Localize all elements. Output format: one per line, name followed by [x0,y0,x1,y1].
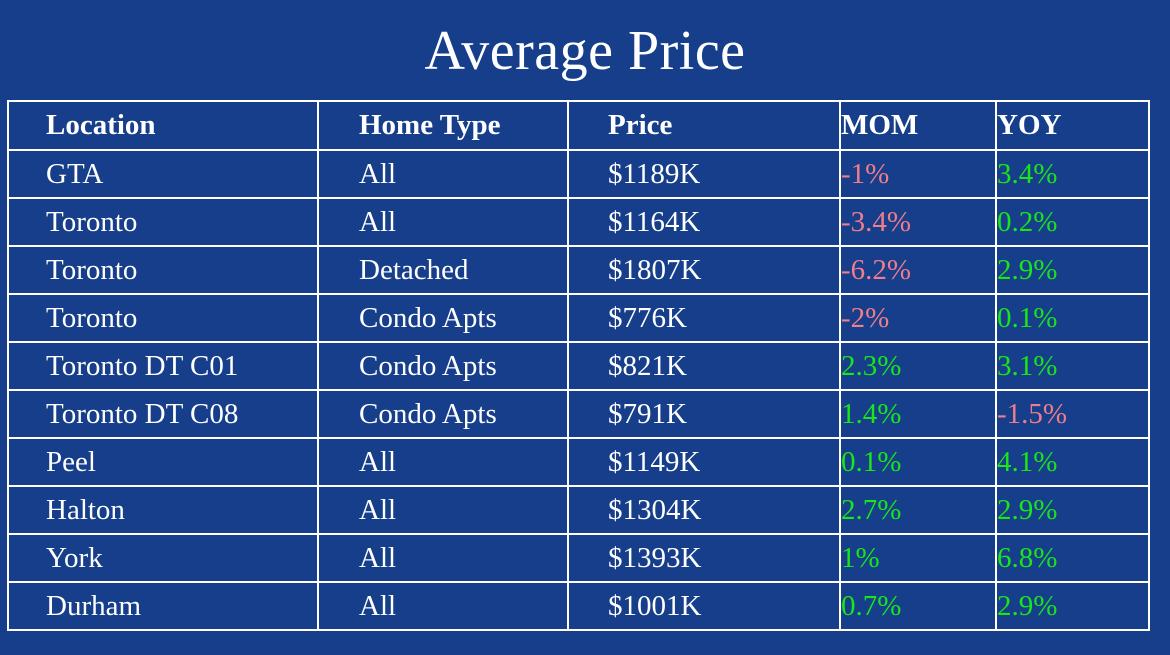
cell-home-type: All [317,437,569,487]
cell-mom: 1.4% [839,389,997,439]
cell-yoy: -1.5% [995,389,1150,439]
cell-location: GTA [7,149,319,199]
table-row: Toronto Condo Apts $776K -2% 0.1% [7,293,1150,343]
cell-home-type: Condo Apts [317,389,569,439]
cell-price: $1149K [567,437,841,487]
cell-home-type: All [317,149,569,199]
cell-price: $776K [567,293,841,343]
cell-price: $821K [567,341,841,391]
cell-mom: 2.3% [839,341,997,391]
table-row: Durham All $1001K 0.7% 2.9% [7,581,1150,631]
cell-home-type: Detached [317,245,569,295]
cell-yoy: 2.9% [995,485,1150,535]
cell-mom: -1% [839,149,997,199]
table-header-row: Location Home Type Price MOM YOY [7,100,1150,151]
header-home-type: Home Type [317,100,569,151]
cell-location: Halton [7,485,319,535]
cell-location: Toronto DT C01 [7,341,319,391]
cell-yoy: 2.9% [995,581,1150,631]
table-row: Toronto DT C08 Condo Apts $791K 1.4% -1.… [7,389,1150,439]
cell-home-type: All [317,197,569,247]
cell-mom: -2% [839,293,997,343]
header-price: Price [567,100,841,151]
cell-location: York [7,533,319,583]
header-yoy: YOY [995,100,1150,151]
cell-mom: 1% [839,533,997,583]
cell-price: $1001K [567,581,841,631]
table-row: GTA All $1189K -1% 3.4% [7,149,1150,199]
cell-yoy: 3.4% [995,149,1150,199]
cell-location: Toronto [7,197,319,247]
table-row: Toronto Detached $1807K -6.2% 2.9% [7,245,1150,295]
header-mom: MOM [839,100,997,151]
cell-mom: 0.1% [839,437,997,487]
cell-price: $1393K [567,533,841,583]
cell-yoy: 4.1% [995,437,1150,487]
cell-mom: -6.2% [839,245,997,295]
cell-location: Toronto [7,245,319,295]
cell-location: Durham [7,581,319,631]
table-row: York All $1393K 1% 6.8% [7,533,1150,583]
table-row: Peel All $1149K 0.1% 4.1% [7,437,1150,487]
cell-home-type: All [317,485,569,535]
cell-price: $1164K [567,197,841,247]
table-row: Toronto All $1164K -3.4% 0.2% [7,197,1150,247]
price-table: Location Home Type Price MOM YOY GTA All… [7,100,1150,631]
table-row: Toronto DT C01 Condo Apts $821K 2.3% 3.1… [7,341,1150,391]
cell-mom: 0.7% [839,581,997,631]
cell-yoy: 2.9% [995,245,1150,295]
cell-price: $1807K [567,245,841,295]
cell-yoy: 6.8% [995,533,1150,583]
cell-location: Peel [7,437,319,487]
cell-home-type: All [317,581,569,631]
page-title: Average Price [424,20,746,82]
cell-mom: -3.4% [839,197,997,247]
cell-mom: 2.7% [839,485,997,535]
cell-price: $791K [567,389,841,439]
cell-location: Toronto [7,293,319,343]
cell-home-type: All [317,533,569,583]
header-location: Location [7,100,319,151]
table-row: Halton All $1304K 2.7% 2.9% [7,485,1150,535]
cell-price: $1189K [567,149,841,199]
cell-yoy: 3.1% [995,341,1150,391]
cell-yoy: 0.2% [995,197,1150,247]
cell-location: Toronto DT C08 [7,389,319,439]
cell-home-type: Condo Apts [317,341,569,391]
cell-home-type: Condo Apts [317,293,569,343]
cell-yoy: 0.1% [995,293,1150,343]
cell-price: $1304K [567,485,841,535]
